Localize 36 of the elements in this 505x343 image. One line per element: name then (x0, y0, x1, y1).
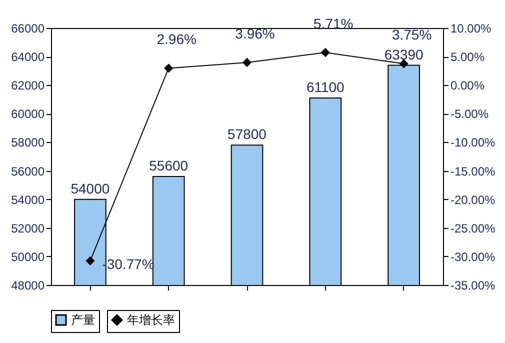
y2-tick-label: 0.00% (450, 78, 485, 93)
text: 3.75% (392, 26, 432, 43)
text: 54000 (70, 180, 110, 196)
text: 2.96% (156, 31, 196, 48)
y2-tick-label: -20.00% (450, 192, 496, 207)
text: 57800 (228, 126, 266, 142)
text: 63390 (384, 46, 424, 62)
text: 5.71% (314, 16, 354, 32)
y-tick-label: 58000 (11, 136, 45, 150)
text: 3.96% (235, 25, 275, 42)
y-tick-label: 60000 (11, 107, 45, 122)
point (86, 256, 94, 266)
y2-tick-label: -10.00% (450, 136, 496, 150)
y-tick-label: 56000 (11, 164, 45, 178)
y2-tick-label: -35.00% (450, 278, 496, 292)
y-tick-label: 66000 (11, 22, 45, 36)
y2-tick-label: 10.00% (450, 22, 492, 36)
text: 61100 (306, 78, 344, 95)
text: 55600 (149, 157, 188, 174)
legend-label: 产量 (71, 313, 95, 327)
point (400, 60, 408, 68)
y-tick-label: 52000 (11, 221, 45, 236)
y2-tick-label: -15.00% (450, 164, 496, 178)
y2-tick-label: 5.00% (450, 50, 485, 64)
y2-tick-label: -5.00% (450, 107, 489, 122)
point (242, 58, 252, 67)
y-tick-label: 64000 (11, 50, 45, 64)
legend-label: 年增长率 (127, 313, 175, 327)
y2-tick-label: -30.00% (450, 250, 496, 264)
y2-tick-label: -25.00% (450, 221, 496, 236)
point (164, 64, 173, 72)
y-tick-label: 54000 (11, 192, 45, 207)
y-tick-label: 62000 (11, 78, 45, 93)
y-tick-label: 48000 (11, 278, 45, 292)
y-tick-label: 50000 (11, 250, 45, 264)
point (321, 48, 330, 57)
